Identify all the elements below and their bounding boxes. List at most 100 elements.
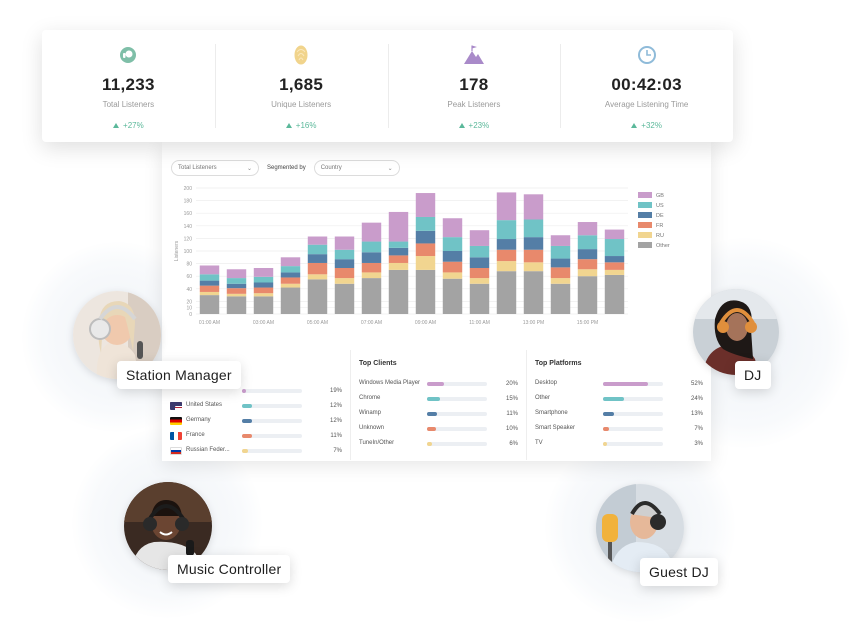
bar-segment-us: [469, 245, 490, 258]
y-tick-label: 200: [184, 186, 193, 192]
bar-segment-gb: [334, 236, 355, 250]
bar-segment-gb: [388, 211, 409, 242]
bar-segment-us: [361, 241, 382, 253]
legend-swatch: [638, 232, 652, 238]
bar-segment-fr: [550, 267, 571, 279]
bar-segment-fr: [523, 249, 544, 263]
bar-segment-gb: [361, 222, 382, 242]
table-row: Unknown 10%: [359, 421, 518, 436]
segment-select[interactable]: Country ⌄: [313, 160, 400, 176]
bar-segment-fr: [388, 255, 409, 263]
flag-ru-icon: [170, 446, 182, 455]
bar-segment-other: [226, 296, 247, 314]
bar-segment-fr: [577, 259, 598, 270]
bar-segment-de: [199, 280, 220, 286]
table-row: Chrome 15%: [359, 391, 518, 406]
bar-segment-fr: [604, 262, 625, 270]
bar-segment-us: [334, 249, 355, 260]
y-tick-label: 120: [184, 236, 193, 242]
bar-segment-gb: [226, 269, 247, 279]
stat-average-listening-time: 00:42:03 Average Listening Time +32%: [560, 30, 733, 142]
bar-segment-other: [523, 271, 544, 314]
stacked-bar-chart: 0 10 20 40 60 80 100 120 140 160 180 200 Listeners 01…: [170, 182, 706, 332]
legend-swatch: [638, 222, 652, 228]
bar-segment-fr: [253, 287, 274, 294]
stat-change-value: +27%: [123, 121, 144, 130]
top-clients-title: Top Clients: [359, 360, 397, 367]
bar-segment-ru: [307, 274, 328, 280]
bar-segment-ru: [226, 293, 247, 297]
chart-filters: Total Listeners ⌄ Segmented by Country ⌄: [171, 160, 400, 176]
table-row: Desktop 52%: [535, 376, 703, 391]
bar-segment-gb: [604, 229, 625, 240]
station-manager-label: Station Manager: [117, 361, 241, 389]
bar-segment-gb: [415, 193, 436, 217]
metric-select[interactable]: Total Listeners ⌄: [171, 160, 259, 176]
row-label: France: [186, 432, 205, 438]
bar-segment-us: [496, 220, 517, 240]
bar-segment-ru: [550, 278, 571, 284]
bar-segment-other: [388, 269, 409, 314]
bar-segment-de: [442, 251, 463, 262]
bar-segment-ru: [469, 278, 490, 284]
stat-value: 00:42:03: [611, 75, 682, 94]
bar-segment-gb: [523, 194, 544, 220]
bar-segment-de: [523, 237, 544, 250]
legend-swatch: [638, 242, 652, 248]
legend-swatch: [638, 212, 652, 218]
dj-avatar: [693, 289, 779, 375]
stat-label: Total Listeners: [102, 100, 155, 109]
share-bar-fill: [427, 426, 436, 431]
stat-change: +32%: [631, 121, 662, 130]
segment-label: Segmented by: [267, 165, 306, 171]
share-bar-fill: [603, 396, 624, 401]
guest-dj-label: Guest DJ: [640, 558, 718, 586]
legend-label: GB: [656, 193, 664, 199]
share-bar: [242, 448, 302, 453]
row-label: Desktop: [535, 380, 558, 386]
row-percent: 3%: [694, 440, 703, 447]
bar-segment-gb: [280, 257, 301, 267]
row-label: Windows Media Player: [359, 380, 421, 386]
x-tick-label: 01:00 AM: [199, 320, 220, 326]
dj-label: DJ: [735, 361, 771, 389]
share-bar-fill: [242, 433, 252, 438]
stat-peak-listeners: 178 Peak Listeners +23%: [387, 30, 561, 142]
bar-segment-de: [226, 283, 247, 289]
row-percent: 19%: [329, 387, 342, 394]
bar-segment-other: [415, 269, 436, 314]
table-row: Germany 12%: [170, 413, 342, 428]
legend-swatch: [638, 192, 652, 198]
share-bar: [427, 441, 487, 446]
stat-label: Peak Listeners: [447, 100, 501, 109]
top-countries-table: 19% United States 12% Germany 12% France 11% Ru…: [162, 350, 350, 460]
bar-segment-other: [361, 278, 382, 314]
row-label: United States: [186, 402, 223, 408]
row-percent: 12%: [329, 417, 342, 424]
bar-segment-other: [496, 271, 517, 314]
bar-segment-us: [226, 278, 247, 284]
x-tick-label: 15:00 PM: [577, 320, 598, 326]
bar-segment-us: [388, 241, 409, 248]
row-percent: 11%: [506, 410, 518, 417]
bar-segment-fr: [442, 261, 463, 273]
row-percent: 10%: [505, 425, 518, 432]
row-percent: 20%: [505, 380, 518, 387]
music-controller-label: Music Controller: [168, 555, 291, 583]
share-bar: [603, 441, 663, 446]
bar-segment-de: [280, 272, 301, 278]
bar-segment-de: [307, 254, 328, 263]
y-tick-label: 160: [184, 211, 193, 217]
bar-segment-de: [388, 247, 409, 256]
bar-segment-ru: [388, 262, 409, 270]
bar-segment-fr: [280, 277, 301, 284]
flag-fr-icon: [170, 431, 182, 440]
row-percent: 15%: [505, 395, 518, 402]
bar-segment-other: [577, 276, 598, 314]
analytics-dashboard: Total Listeners ⌄ Segmented by Country ⌄…: [162, 142, 711, 461]
y-tick-label: 20: [186, 299, 192, 305]
legend-label: US: [656, 203, 664, 209]
x-tick-label: 13:00 PM: [523, 320, 544, 326]
segment-select-value: Country: [320, 165, 342, 171]
x-tick-label: 11:00 AM: [469, 320, 490, 326]
